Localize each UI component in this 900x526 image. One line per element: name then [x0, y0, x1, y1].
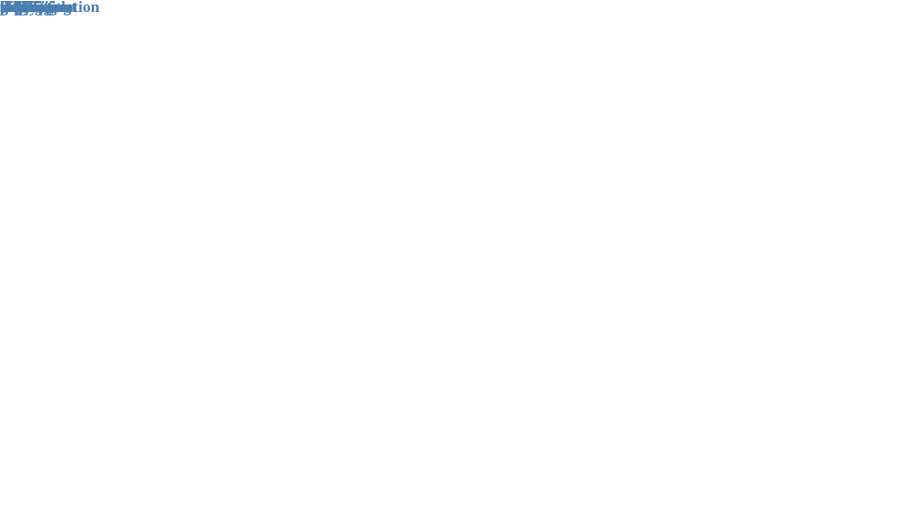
word-improved: improved: [0, 0, 66, 16]
word-memory: memory: [0, 0, 57, 16]
word-generation: generation: [0, 0, 73, 16]
word-definition: definition: [0, 0, 66, 16]
word-experiment: experiment: [0, 0, 78, 16]
word-error: error: [0, 0, 37, 16]
word-correction: correction: [0, 0, 70, 16]
word-answer: answer: [0, 0, 49, 16]
word-true: true: [0, 0, 29, 16]
word-copy: copy: [0, 0, 32, 16]
word-concept: concept: [0, 0, 53, 16]
word-deliberate: deliberate: [0, 0, 69, 16]
word-erring: erring: [0, 0, 43, 16]
word-replicate: replicate: [0, 0, 60, 16]
word-evidence: evidence: [0, 0, 59, 16]
word-caution: caution: [0, 0, 51, 16]
word-new: new: [0, 0, 28, 16]
word-derring: derring: [0, 0, 52, 16]
word-side: side: [0, 0, 27, 16]
word-trial: trial: [0, 0, 30, 16]
word-indian: indian: [0, 0, 44, 16]
word-headline: headline: [0, 0, 58, 16]
word-effect: effect: [0, 0, 38, 16]
word-discrimination: discrimination: [0, 0, 100, 16]
word-correct: correct: [0, 0, 49, 16]
word-game: game: [0, 0, 37, 16]
word-single: single: [0, 0, 40, 16]
word-study: study: [0, 0, 38, 16]
word-fake: fake: [0, 0, 30, 16]
word-participant: participant: [0, 0, 77, 16]
word-failure: failure: [0, 0, 46, 16]
word-examining: examining: [0, 0, 72, 16]
word-learning: learning: [0, 0, 57, 16]
word-fact: fact: [0, 0, 26, 16]
